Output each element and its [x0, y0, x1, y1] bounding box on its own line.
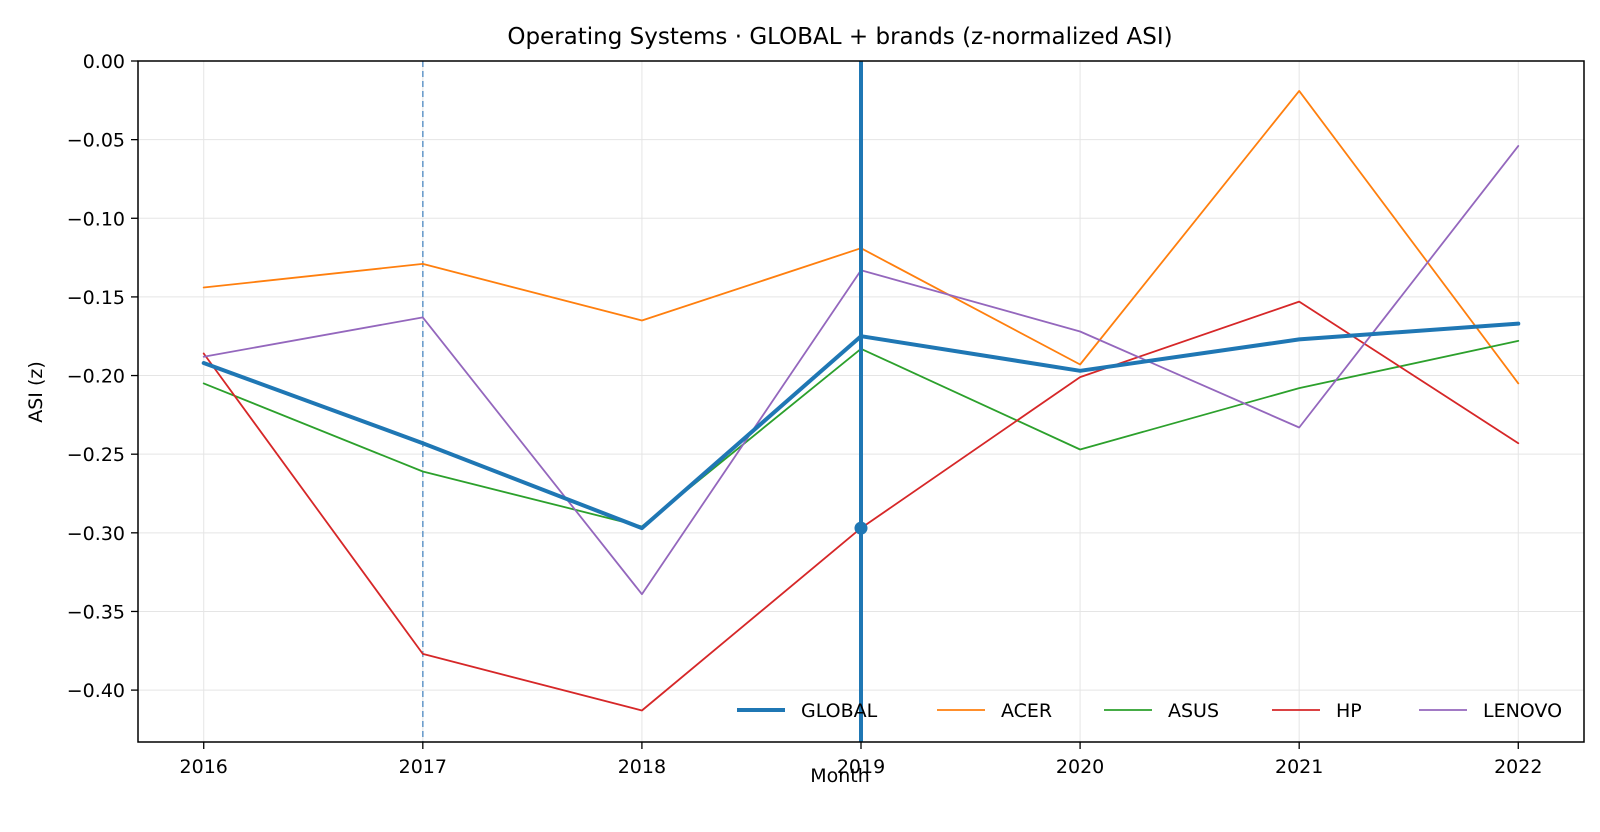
- x-tick-label: 2016: [180, 756, 228, 778]
- legend-label-lenovo: LENOVO: [1483, 700, 1562, 722]
- y-tick-label: −0.20: [67, 366, 125, 388]
- plot-area: 0.00 −0.05 −0.10 −0.15 −0.20 −0.25 −0.30 −0.35 −…: [67, 51, 1585, 778]
- y-tick-label: −0.05: [67, 130, 125, 152]
- x-tick-label: 2017: [399, 756, 447, 778]
- y-axis-label: ASI (z): [25, 361, 47, 423]
- chart-title: Operating Systems · GLOBAL + brands (z-n…: [507, 24, 1172, 50]
- legend-label-asus: ASUS: [1168, 700, 1219, 722]
- legend: GLOBAL ACER ASUS HP LENOVO: [737, 700, 1562, 722]
- x-tick-label: 2019: [837, 756, 885, 778]
- x-axis-label: Month: [810, 765, 870, 787]
- y-tick-label: −0.40: [67, 680, 125, 702]
- legend-label-acer: ACER: [1001, 700, 1052, 722]
- y-tick-label: 0.00: [83, 51, 125, 73]
- y-tick-label: −0.25: [67, 444, 125, 466]
- x-tick-label: 2022: [1494, 756, 1542, 778]
- y-tick-label: −0.35: [67, 601, 125, 623]
- legend-label-hp: HP: [1336, 700, 1362, 722]
- y-tick-label: −0.10: [67, 208, 125, 230]
- x-tick-label: 2021: [1275, 756, 1323, 778]
- y-tick-label: −0.15: [67, 287, 125, 309]
- legend-label-global: GLOBAL: [801, 700, 878, 722]
- x-tick-label: 2020: [1056, 756, 1104, 778]
- x-tick-label: 2018: [618, 756, 666, 778]
- y-tick-label: −0.30: [67, 523, 125, 545]
- highlight-marker: [854, 521, 868, 535]
